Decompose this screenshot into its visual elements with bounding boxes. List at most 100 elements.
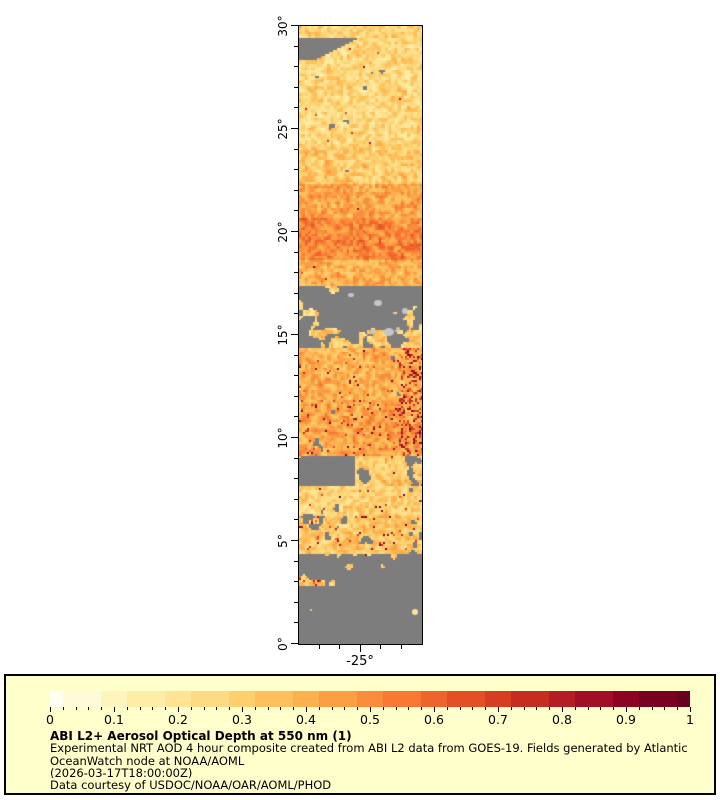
colorbar-block <box>139 691 153 707</box>
colorbar-minor-tick <box>536 707 538 710</box>
colorbar-major-tick <box>562 707 563 712</box>
colorbar-block <box>677 691 690 707</box>
y-axis-minor-tick <box>294 581 298 583</box>
y-axis-minor-tick <box>294 354 298 356</box>
colorbar-block <box>510 691 524 707</box>
y-axis-minor-tick <box>294 148 298 150</box>
colorbar-block <box>190 691 204 707</box>
colorbar-minor-tick <box>293 707 295 710</box>
colorbar-minor-tick <box>600 707 602 710</box>
y-axis-minor-tick <box>294 622 298 624</box>
colorbar-minor-tick <box>62 707 64 710</box>
colorbar-minor-tick <box>165 707 167 710</box>
y-axis-minor-tick <box>294 45 298 47</box>
colorbar-minor-tick <box>651 707 653 710</box>
colorbar-block <box>523 691 537 707</box>
y-axis-minor-tick <box>294 601 298 603</box>
colorbar-block <box>165 691 178 707</box>
y-axis-minor-tick <box>294 292 298 294</box>
caption-line-3: (2026-03-17T18:00:00Z) <box>50 765 193 780</box>
colorbar-tick-label: 0.9 <box>616 712 636 727</box>
colorbar-block <box>254 691 268 707</box>
colorbar-major-tick <box>178 707 179 712</box>
colorbar-block <box>369 691 383 707</box>
colorbar-minor-tick <box>638 707 640 710</box>
aod-map-plot <box>298 25 423 645</box>
y-axis-minor-tick <box>294 375 298 377</box>
colorbar-block <box>625 691 639 707</box>
y-axis-label: 30° <box>276 14 290 37</box>
y-axis-label: 0° <box>276 636 290 651</box>
colorbar-tick-label: 0.7 <box>488 712 508 727</box>
legend-box: 0 0.1 0.2 0.3 0.4 0.5 0.6 0.7 0.8 0.9 1 ABI L2+ Ae… <box>4 674 716 795</box>
aod-map-raster <box>299 26 422 644</box>
colorbar-block <box>50 691 63 707</box>
colorbar-block <box>101 691 114 707</box>
y-axis-minor-tick <box>294 519 298 521</box>
colorbar-block <box>574 691 588 707</box>
colorbar-minor-tick <box>395 707 397 710</box>
colorbar-block <box>549 691 562 707</box>
y-axis-label: 15° <box>276 323 290 346</box>
colorbar-block <box>459 691 473 707</box>
colorbar-minor-tick <box>587 707 589 710</box>
colorbar-block <box>536 691 550 707</box>
colorbar-minor-tick <box>139 707 141 710</box>
colorbar-major-tick <box>50 707 51 712</box>
colorbar-block <box>267 691 281 707</box>
colorbar-block <box>229 691 242 707</box>
colorbar-minor-tick <box>229 707 231 710</box>
colorbar-minor-tick <box>126 707 128 710</box>
y-axis-minor-tick <box>294 272 298 274</box>
colorbar-block <box>472 691 486 707</box>
colorbar-block <box>331 691 345 707</box>
colorbar-minor-tick <box>75 707 77 710</box>
y-axis-minor-tick <box>294 66 298 68</box>
y-axis-minor-tick <box>294 107 298 109</box>
colorbar-major-tick <box>306 707 307 712</box>
y-axis-minor-tick <box>294 457 298 459</box>
x-axis-minor-tick <box>318 644 320 649</box>
x-axis-minor-tick <box>339 644 340 649</box>
colorbar-block <box>638 691 652 707</box>
y-axis-major-tick <box>291 540 298 541</box>
colorbar-tick-label: 0 <box>46 712 54 727</box>
colorbar-block <box>497 691 511 707</box>
colorbar-minor-tick <box>408 707 410 710</box>
caption-title: ABI L2+ Aerosol Optical Depth at 550 nm … <box>50 729 352 743</box>
caption-line-1: Experimental NRT AOD 4 hour composite cr… <box>50 741 688 756</box>
colorbar-minor-tick <box>280 707 282 710</box>
colorbar-block <box>75 691 89 707</box>
colorbar-block <box>446 691 460 707</box>
colorbar-block <box>344 691 358 707</box>
colorbar-block <box>305 691 319 707</box>
colorbar-minor-tick <box>549 707 551 710</box>
colorbar-block <box>203 691 217 707</box>
colorbar-tick-label: 0.5 <box>360 712 380 727</box>
colorbar-block <box>216 691 230 707</box>
y-axis-label: 10° <box>276 426 290 449</box>
colorbar-major-tick <box>434 707 435 712</box>
colorbar-tick-label: 0.3 <box>232 712 252 727</box>
colorbar-tick-label: 0.2 <box>168 712 188 727</box>
colorbar <box>50 691 690 707</box>
colorbar-minor-tick <box>254 707 256 710</box>
colorbar-block <box>600 691 614 707</box>
colorbar-block <box>664 691 678 707</box>
colorbar-major-tick <box>242 707 243 712</box>
y-axis-major-tick <box>291 128 298 129</box>
x-axis-minor-tick <box>380 644 381 649</box>
y-axis-major-tick <box>291 25 298 26</box>
colorbar-minor-tick <box>664 707 666 710</box>
colorbar-block <box>177 691 191 707</box>
colorbar-major-tick <box>626 707 627 712</box>
colorbar-tick-label: 0.1 <box>104 712 124 727</box>
y-axis-minor-tick <box>294 478 298 480</box>
colorbar-block <box>433 691 447 707</box>
y-axis-minor-tick <box>294 251 298 253</box>
y-axis-label: 25° <box>276 117 290 140</box>
colorbar-minor-tick <box>88 707 90 710</box>
colorbar-minor-tick <box>331 707 333 710</box>
colorbar-tick-label: 0.6 <box>424 712 444 727</box>
colorbar-minor-tick <box>357 707 359 710</box>
